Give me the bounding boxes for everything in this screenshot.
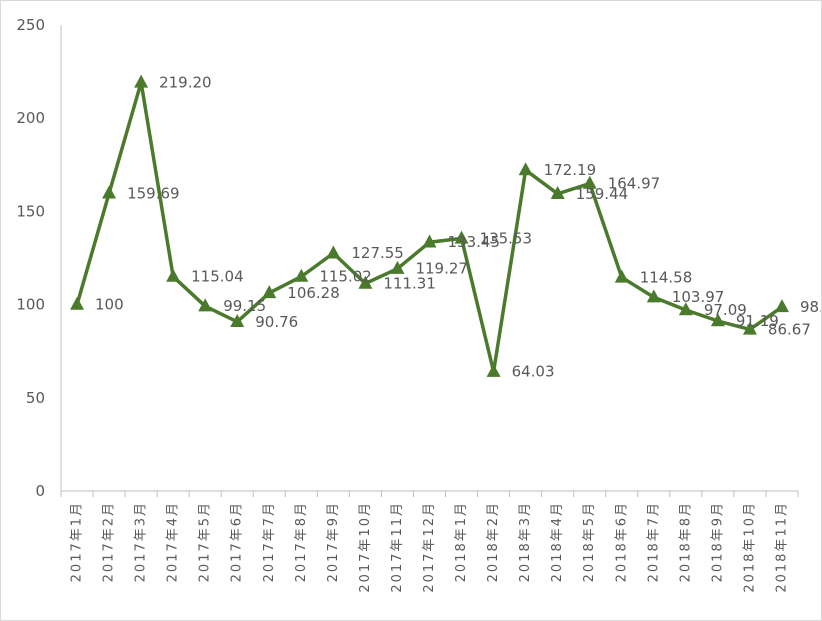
data-point-marker: [486, 363, 501, 377]
data-label: 86.67: [768, 320, 811, 338]
data-point-marker: [774, 299, 789, 313]
data-label: 91.19: [736, 312, 779, 330]
x-tick-label: 2017年7月: [262, 501, 277, 582]
data-point-marker: [550, 186, 565, 200]
data-label: 135.53: [480, 229, 532, 247]
x-tick-label: 2018年2月: [486, 501, 501, 582]
data-label: 115.02: [319, 268, 372, 286]
data-point-marker: [230, 314, 245, 328]
data-point-marker: [422, 234, 437, 248]
data-point-marker: [294, 268, 309, 282]
data-label: 64.03: [512, 363, 555, 381]
data-label: 100: [95, 296, 124, 314]
x-tick-label: 2018年10月: [742, 501, 757, 593]
data-label: 111.31: [383, 275, 436, 293]
x-tick-label: 2018年11月: [774, 501, 789, 593]
x-tick-label: 2017年8月: [294, 501, 309, 582]
data-label: 90.76: [255, 313, 298, 331]
data-label: 219.20: [159, 73, 212, 91]
data-label: 97.09: [704, 301, 747, 319]
data-point-marker: [390, 260, 405, 274]
x-tick-label: 2017年3月: [134, 501, 149, 582]
data-label: 164.97: [608, 174, 661, 192]
data-label: 172.19: [544, 161, 597, 179]
data-point-marker: [358, 275, 373, 289]
y-tick-label: 50: [26, 389, 45, 407]
data-point-marker: [678, 302, 693, 316]
x-tick-label: 2017年2月: [102, 501, 117, 582]
y-tick-label: 100: [16, 296, 45, 314]
x-tick-label: 2018年8月: [678, 501, 693, 582]
data-label: 103.97: [672, 288, 725, 306]
x-tick-label: 2018年7月: [646, 501, 661, 582]
data-label: 106.28: [287, 284, 340, 302]
y-tick-label: 200: [16, 109, 45, 127]
data-label: 99.15: [223, 297, 266, 315]
x-tick-label: 2017年5月: [198, 501, 213, 582]
data-point-marker: [454, 230, 469, 244]
data-label: 159.69: [127, 184, 180, 202]
x-tick-label: 2017年4月: [166, 501, 181, 582]
data-label: 119.27: [415, 260, 468, 278]
data-point-marker: [614, 269, 629, 283]
x-tick-label: 2018年1月: [454, 501, 469, 582]
data-point-marker: [582, 175, 597, 189]
data-point-marker: [198, 298, 213, 312]
x-tick-label: 2018年3月: [518, 501, 533, 582]
data-point-marker: [742, 321, 757, 335]
x-tick-label: 2017年10月: [358, 501, 373, 593]
x-tick-label: 2018年5月: [582, 501, 597, 582]
data-label: 133.45: [448, 233, 501, 251]
x-tick-label: 2017年6月: [230, 501, 245, 582]
data-label: 98.76: [800, 298, 821, 316]
x-tick-label: 2017年1月: [70, 501, 85, 582]
data-label: 115.04: [191, 268, 244, 286]
data-point-marker: [134, 74, 149, 88]
data-point-marker: [518, 162, 533, 176]
x-tick-label: 2018年9月: [710, 501, 725, 582]
x-tick-label: 2017年9月: [326, 501, 341, 582]
y-tick-label: 0: [35, 482, 45, 500]
data-point-marker: [326, 245, 341, 259]
data-label: 127.55: [351, 244, 404, 262]
x-tick-label: 2017年12月: [422, 501, 437, 593]
data-point-marker: [166, 268, 181, 282]
y-tick-label: 250: [16, 16, 45, 34]
data-point-marker: [710, 313, 725, 327]
series-line: [75, 80, 784, 374]
x-tick-label: 2018年6月: [614, 501, 629, 582]
data-point-marker: [262, 285, 277, 299]
data-point-marker: [102, 185, 117, 199]
data-label: 114.58: [640, 268, 693, 286]
data-point-marker: [646, 289, 661, 303]
data-point-marker: [70, 296, 85, 310]
data-label: 159.44: [576, 185, 629, 203]
y-tick-label: 150: [16, 202, 45, 220]
x-tick-label: 2018年4月: [550, 501, 565, 582]
x-tick-label: 2017年11月: [390, 501, 405, 593]
